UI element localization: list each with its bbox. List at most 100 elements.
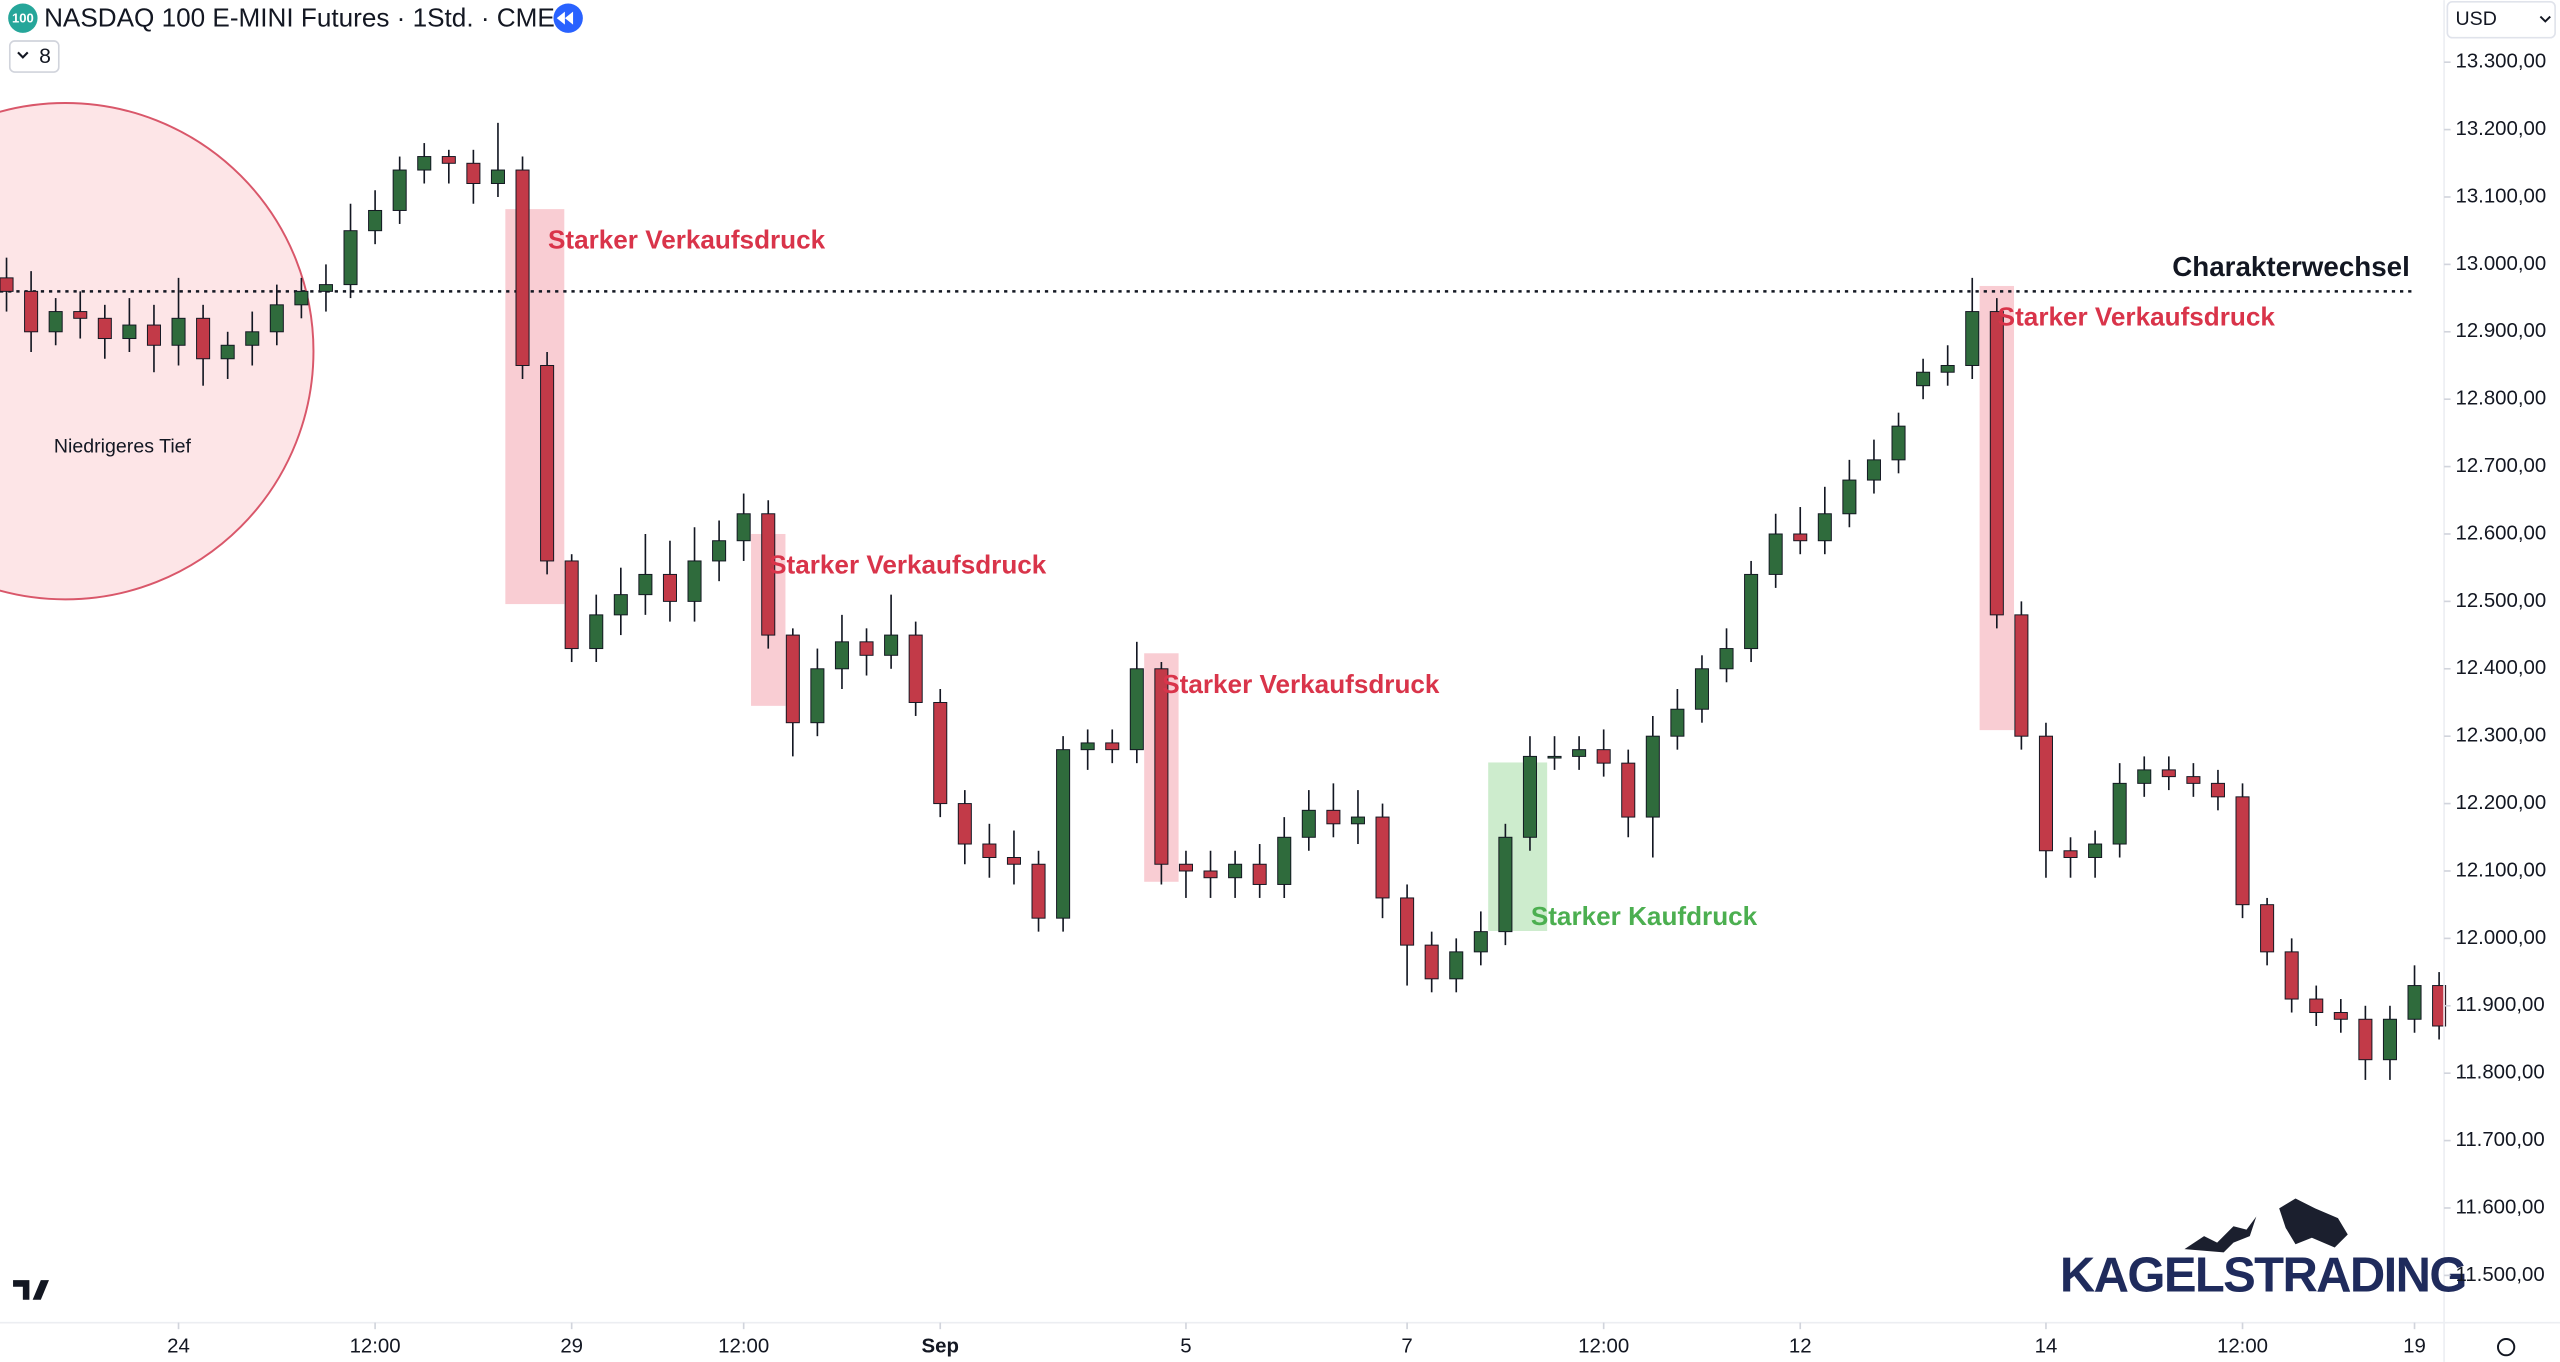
candle-body bbox=[1178, 863, 1193, 872]
candle-body bbox=[245, 331, 260, 346]
y-tick-label: 12.700,00 bbox=[2456, 455, 2547, 477]
x-tick-label: Sep bbox=[922, 1336, 959, 1358]
candle-body bbox=[1989, 311, 2004, 616]
candle-body bbox=[1424, 944, 1439, 980]
candle-body bbox=[2161, 769, 2176, 778]
candle-body bbox=[2235, 796, 2250, 906]
candle-body bbox=[2186, 776, 2201, 784]
candle-body bbox=[1670, 708, 1685, 737]
candle-body bbox=[1866, 459, 1881, 481]
candle-body bbox=[1400, 897, 1415, 946]
candle-body bbox=[564, 560, 579, 650]
candle-body bbox=[859, 641, 874, 656]
candle-body bbox=[1006, 857, 1021, 865]
candle-body bbox=[24, 290, 39, 333]
zone-label: Starker Verkaufsdruck bbox=[548, 225, 826, 255]
candle-body bbox=[1129, 668, 1144, 751]
candle-body bbox=[1154, 668, 1169, 865]
y-tick-label: 11.500,00 bbox=[2456, 1264, 2545, 1286]
candle-body bbox=[1473, 931, 1488, 953]
candle-body bbox=[1572, 749, 1587, 757]
settings-icon[interactable] bbox=[2496, 1337, 2516, 1357]
candle-body bbox=[466, 162, 481, 184]
candle-body bbox=[1498, 836, 1513, 933]
candle-body bbox=[1965, 311, 1980, 366]
currency: USD bbox=[2456, 8, 2497, 30]
candle-body bbox=[2038, 735, 2053, 852]
candle-body bbox=[540, 364, 555, 562]
candle-body bbox=[589, 614, 604, 650]
candle-body bbox=[908, 634, 923, 703]
candle-body bbox=[0, 277, 14, 292]
x-tick-label: 24 bbox=[167, 1336, 190, 1358]
candle-body bbox=[736, 513, 751, 542]
bull-icon bbox=[2184, 1216, 2257, 1253]
y-tick-label: 13.000,00 bbox=[2456, 253, 2547, 275]
candle-body bbox=[490, 169, 505, 184]
level-label: Charakterwechsel bbox=[2172, 251, 2410, 282]
y-tick-label: 12.900,00 bbox=[2456, 320, 2547, 342]
candle-body bbox=[1940, 364, 1955, 373]
candle-body bbox=[2284, 951, 2299, 1000]
candle-body bbox=[2014, 614, 2029, 737]
y-tick-label: 13.200,00 bbox=[2456, 118, 2547, 140]
candle-body bbox=[1916, 371, 1931, 387]
candle-body bbox=[122, 324, 137, 340]
candle-body bbox=[613, 594, 628, 616]
x-tick-label: 12:00 bbox=[1578, 1336, 1629, 1358]
x-tick-label: 5 bbox=[1180, 1336, 1191, 1358]
candle-body bbox=[2358, 1018, 2373, 1061]
candle-body bbox=[1277, 836, 1292, 885]
plot bbox=[0, 122, 2447, 1080]
candle-body bbox=[1252, 863, 1267, 885]
y-tick-label: 12.800,00 bbox=[2456, 388, 2547, 410]
currency-select[interactable] bbox=[2446, 1, 2556, 39]
y-tick-label: 12.300,00 bbox=[2456, 725, 2547, 747]
indicator-toggle[interactable] bbox=[8, 40, 60, 73]
y-tick-label: 12.500,00 bbox=[2456, 590, 2547, 612]
candle-body bbox=[1056, 749, 1071, 919]
y-tick-label: 12.000,00 bbox=[2456, 927, 2547, 949]
candle-body bbox=[1793, 533, 1808, 542]
candle-body bbox=[417, 156, 432, 171]
zone-label: Starker Verkaufsdruck bbox=[769, 550, 1047, 580]
candle-body bbox=[1228, 863, 1243, 879]
candle-body bbox=[933, 701, 948, 805]
zone-label: Starker Verkaufsdruck bbox=[1998, 302, 2276, 332]
chart-title: NASDAQ 100 E-MINI Futures · 1Std. · CME bbox=[44, 3, 555, 33]
y-tick-label: 11.800,00 bbox=[2456, 1062, 2545, 1084]
candle-body bbox=[662, 573, 677, 602]
candle-body bbox=[712, 540, 727, 562]
x-tick-label: 7 bbox=[1401, 1336, 1412, 1358]
candle-body bbox=[2088, 843, 2103, 858]
candle-body bbox=[1694, 668, 1709, 710]
candle-body bbox=[982, 843, 997, 858]
candle-body bbox=[785, 634, 800, 724]
y-tick-label: 13.300,00 bbox=[2456, 51, 2547, 73]
candle-body bbox=[196, 317, 211, 360]
candle-body bbox=[220, 344, 235, 360]
x-tick-label: 14 bbox=[2035, 1336, 2058, 1358]
zone-label: Starker Kaufdruck bbox=[1531, 901, 1758, 931]
logo: KAGELSTRADING bbox=[2060, 1248, 2466, 1302]
candle-body bbox=[761, 513, 776, 636]
candle-body bbox=[1842, 479, 1857, 515]
y-tick-label: 11.600,00 bbox=[2456, 1196, 2545, 1218]
x-tick-label: 12:00 bbox=[718, 1336, 769, 1358]
candle-body bbox=[687, 560, 702, 602]
x-tick-label: 29 bbox=[560, 1336, 583, 1358]
candle-body bbox=[269, 304, 284, 333]
candle-body bbox=[810, 668, 825, 724]
indicator-count: 8 bbox=[39, 45, 51, 68]
candle-body bbox=[1301, 809, 1316, 838]
candle-body bbox=[2260, 904, 2275, 953]
candle-body bbox=[2382, 1018, 2397, 1061]
chevron bbox=[17, 51, 29, 59]
candle-body bbox=[1449, 951, 1464, 980]
candle-body bbox=[638, 573, 653, 596]
candle-body bbox=[1645, 735, 1660, 818]
pressure-zone bbox=[505, 209, 565, 605]
candle-body bbox=[884, 634, 899, 656]
